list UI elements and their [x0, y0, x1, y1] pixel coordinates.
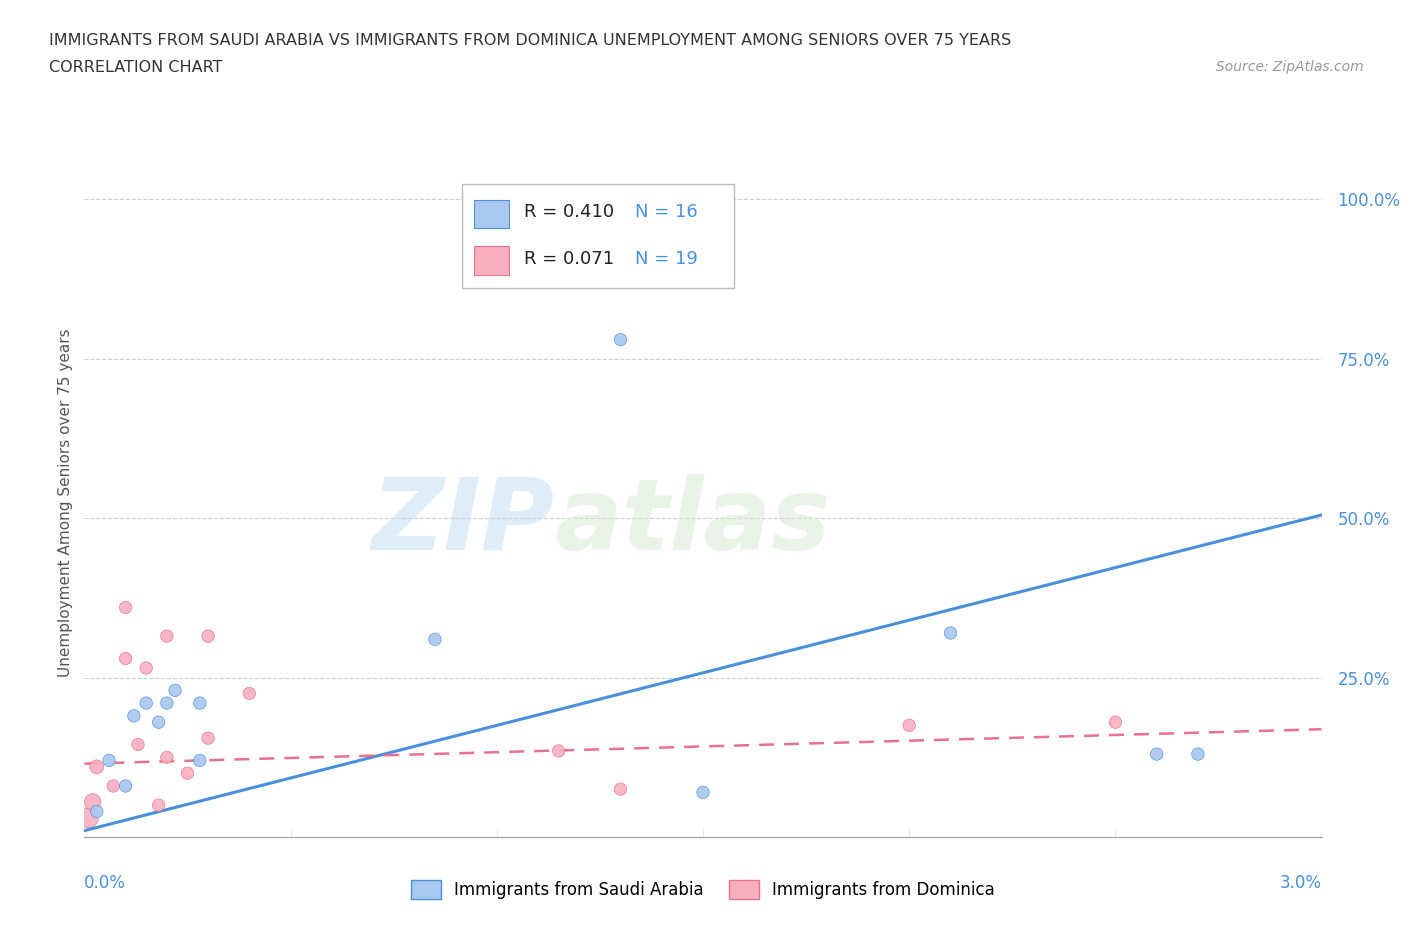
Point: [114, 600, 136, 615]
Legend: Immigrants from Saudi Arabia, Immigrants from Dominica: Immigrants from Saudi Arabia, Immigrants…: [405, 873, 1001, 906]
FancyBboxPatch shape: [474, 200, 509, 228]
Text: R = 0.410: R = 0.410: [523, 204, 614, 221]
Text: N = 19: N = 19: [636, 250, 697, 268]
Point: [176, 765, 198, 780]
Point: [148, 798, 170, 813]
Point: [1187, 747, 1209, 762]
Text: N = 16: N = 16: [636, 204, 697, 221]
Point: [103, 778, 125, 793]
Text: R = 0.071: R = 0.071: [523, 250, 614, 268]
Text: 0.0%: 0.0%: [84, 874, 127, 892]
Point: [122, 709, 145, 724]
Point: [156, 750, 179, 764]
Text: ZIP: ZIP: [371, 473, 554, 571]
Text: 3.0%: 3.0%: [1279, 874, 1322, 892]
Point: [135, 660, 157, 675]
Point: [1104, 715, 1126, 730]
Point: [114, 778, 136, 793]
Point: [188, 753, 211, 768]
Point: [127, 737, 149, 752]
Point: [238, 686, 260, 701]
Point: [86, 760, 108, 775]
Point: [156, 696, 179, 711]
Text: atlas: atlas: [554, 473, 831, 571]
Point: [1146, 747, 1168, 762]
Point: [609, 332, 631, 347]
Point: [86, 804, 108, 819]
Point: [423, 631, 446, 646]
Point: [148, 715, 170, 730]
Point: [135, 696, 157, 711]
Point: [165, 683, 187, 698]
Text: CORRELATION CHART: CORRELATION CHART: [49, 60, 222, 75]
Text: Source: ZipAtlas.com: Source: ZipAtlas.com: [1216, 60, 1364, 74]
FancyBboxPatch shape: [474, 246, 509, 274]
Point: [197, 629, 219, 644]
Point: [114, 651, 136, 666]
FancyBboxPatch shape: [461, 184, 734, 288]
Point: [156, 629, 179, 644]
Point: [197, 731, 219, 746]
Point: [77, 810, 100, 825]
Point: [82, 794, 104, 809]
Point: [939, 626, 962, 641]
Point: [98, 753, 121, 768]
Point: [547, 743, 569, 758]
Y-axis label: Unemployment Among Seniors over 75 years: Unemployment Among Seniors over 75 years: [58, 328, 73, 676]
Point: [692, 785, 714, 800]
Point: [898, 718, 921, 733]
Text: IMMIGRANTS FROM SAUDI ARABIA VS IMMIGRANTS FROM DOMINICA UNEMPLOYMENT AMONG SENI: IMMIGRANTS FROM SAUDI ARABIA VS IMMIGRAN…: [49, 33, 1011, 47]
Point: [609, 782, 631, 797]
Point: [188, 696, 211, 711]
